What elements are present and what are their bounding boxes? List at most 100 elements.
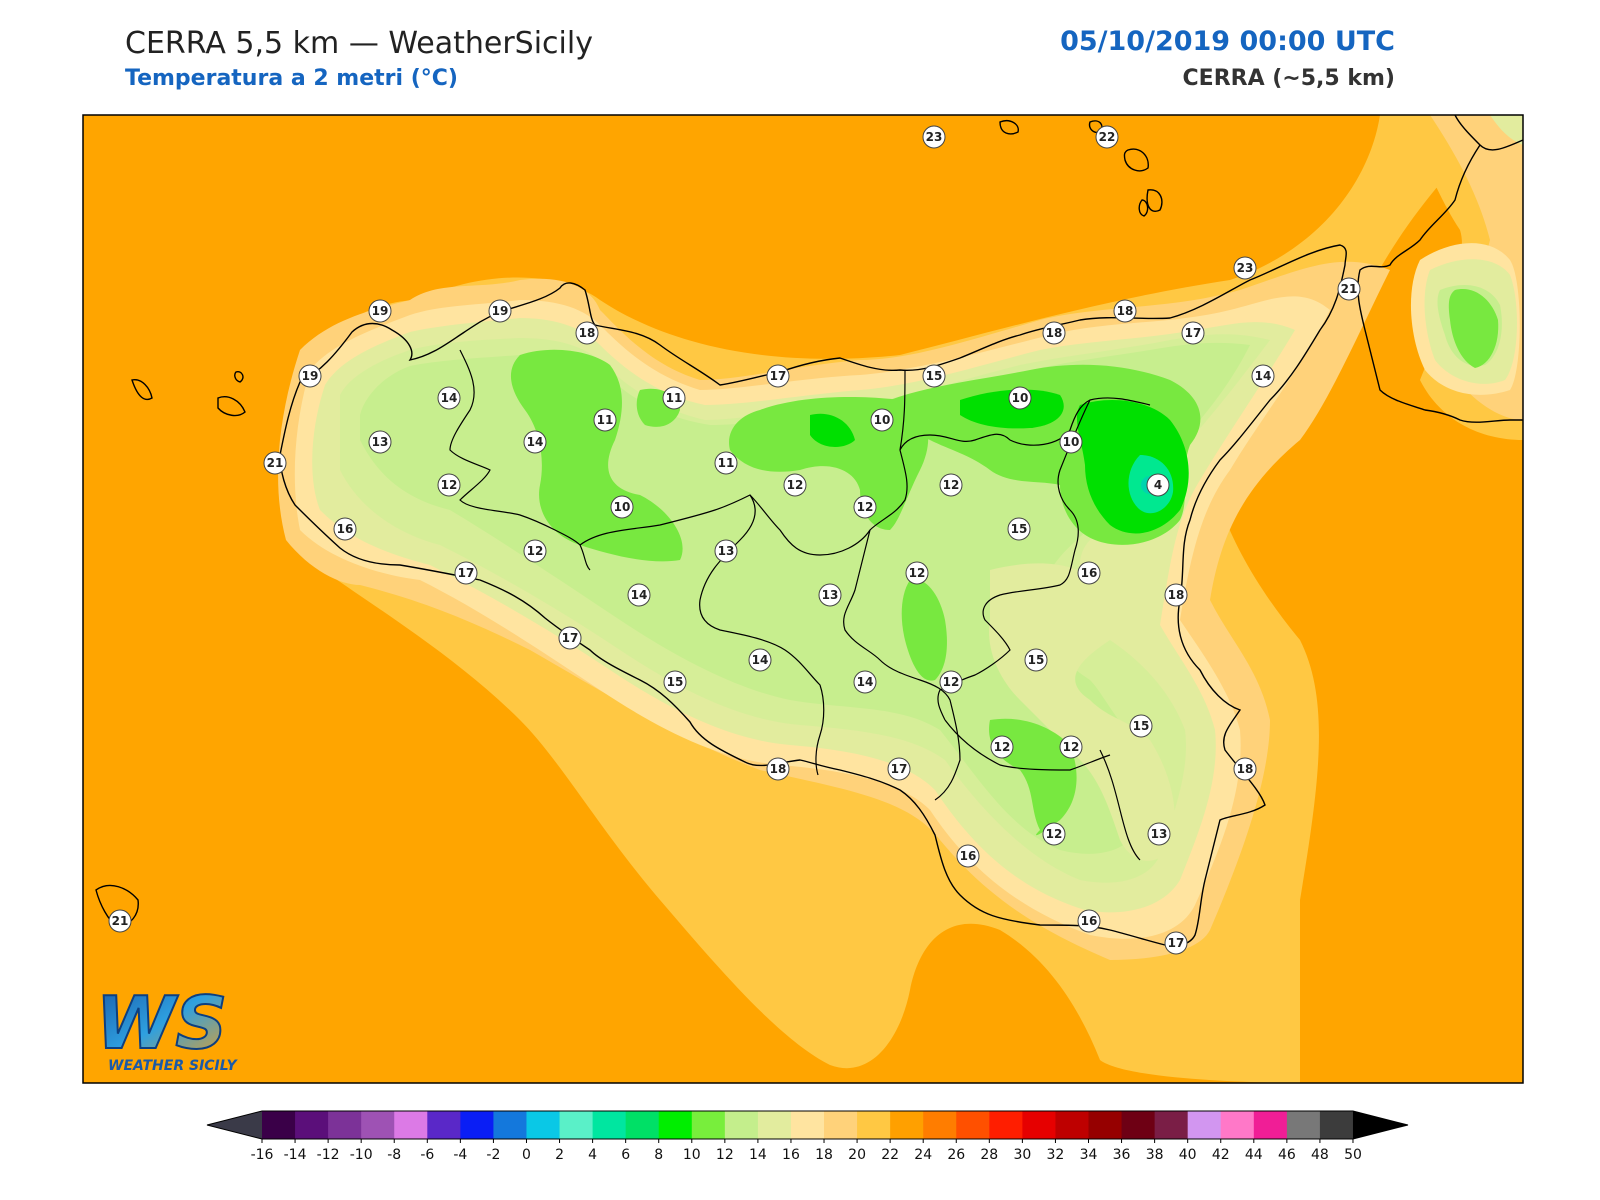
station-value: 19: [302, 369, 319, 383]
station-value: 16: [337, 522, 354, 536]
station-value: 14: [441, 391, 458, 405]
colorbar-swatch: [658, 1111, 693, 1139]
station-value: 15: [667, 675, 684, 689]
station-circle: [575, 321, 599, 345]
colorbar-label: 18: [815, 1147, 833, 1163]
colorbar-swatch: [493, 1111, 527, 1139]
station-marker: 18: [766, 757, 790, 781]
colorbar-label: 22: [881, 1147, 899, 1163]
colorbar-swatch: [460, 1111, 494, 1139]
colorbar-label: 50: [1344, 1147, 1362, 1163]
coastlines: [95, 115, 1523, 947]
station-circle: [1024, 648, 1048, 672]
colorbar-swatch: [1088, 1111, 1123, 1139]
station-value: 10: [1063, 435, 1080, 449]
station-circle: [1146, 473, 1170, 497]
colorbar-label: -12: [317, 1147, 340, 1163]
station-value: 12: [527, 544, 544, 558]
colorbar-swatch: [757, 1111, 792, 1139]
station-circle: [108, 909, 132, 933]
station-marker: 17: [558, 626, 582, 650]
station-marker: 16: [1077, 561, 1101, 585]
station-marker: 12: [853, 495, 877, 519]
station-marker: 17: [766, 364, 790, 388]
station-circle: [1008, 386, 1032, 410]
colorbar-label: 6: [621, 1147, 630, 1163]
station-marker: 17: [887, 757, 911, 781]
colorbar-swatch: [956, 1111, 990, 1139]
station-value: 14: [752, 653, 769, 667]
station-marker: 17: [1181, 321, 1205, 345]
station-circle: [1129, 714, 1153, 738]
station-value: 18: [1046, 326, 1063, 340]
station-marker: 4: [1146, 473, 1170, 497]
station-marker: 12: [939, 473, 963, 497]
colorbar-label: 0: [522, 1147, 531, 1163]
station-circle: [714, 539, 738, 563]
colorbar: -16 -14 -12 -10 -8 -6 -4 -2 0 2 4 6 8 10 12 14 16 18 20 22 2…: [206, 1110, 1409, 1163]
station-circle: [870, 408, 894, 432]
station-marker: 19: [368, 299, 392, 323]
station-value: 13: [822, 588, 839, 602]
station-value: 16: [960, 849, 977, 863]
boundary: [843, 529, 961, 801]
colorbar-label: 42: [1212, 1147, 1230, 1163]
station-circle: [939, 473, 963, 497]
colorbar-label: 46: [1278, 1147, 1296, 1163]
colorbar-label: -2: [486, 1147, 500, 1163]
station-circle: [523, 539, 547, 563]
station-marker: 18: [575, 321, 599, 345]
station-value: 10: [874, 413, 891, 427]
colorbar-label: 4: [588, 1147, 597, 1163]
station-circle: [783, 473, 807, 497]
station-circle: [368, 299, 392, 323]
station-marker: 13: [368, 430, 392, 454]
station-marker: 11: [714, 451, 738, 475]
colorbar-label: 34: [1080, 1147, 1098, 1163]
temp-patch-10: [510, 349, 683, 562]
station-marker: 15: [1007, 517, 1031, 541]
station-circle: [1095, 125, 1119, 149]
model-name: CERRA (~5,5 km): [1182, 66, 1395, 91]
station-value: 18: [1168, 588, 1185, 602]
colorbar-swatch: [1121, 1111, 1156, 1139]
station-marker: 12: [1059, 735, 1083, 759]
station-value: 17: [770, 369, 787, 383]
colorbar-swatch: [824, 1111, 858, 1139]
colorbar-swatch: [1022, 1111, 1056, 1139]
station-marker: 18: [1042, 321, 1066, 345]
station-circle: [887, 757, 911, 781]
colorbar-swatch: [262, 1111, 296, 1139]
station-circle: [1077, 909, 1101, 933]
colorbar-label: 48: [1311, 1147, 1329, 1163]
station-value: 21: [112, 914, 129, 928]
station-value: 16: [1081, 566, 1098, 580]
station-value: 23: [926, 130, 943, 144]
colorbar-label: 32: [1047, 1147, 1065, 1163]
colorbar-label: -6: [420, 1147, 434, 1163]
station-marker: 13: [818, 583, 842, 607]
station-value: 12: [857, 500, 874, 514]
colorbar-swatch: [625, 1111, 660, 1139]
station-circle: [766, 757, 790, 781]
station-circle: [990, 735, 1014, 759]
station-marker: 17: [454, 561, 478, 585]
station-value: 19: [492, 304, 509, 318]
station-value: 12: [943, 675, 960, 689]
station-marker: 10: [870, 408, 894, 432]
colorbar-label: 8: [654, 1147, 663, 1163]
island-egadi: [131, 370, 246, 417]
colorbar-swatch: [1286, 1111, 1321, 1139]
colorbar-swatch: [1319, 1111, 1354, 1139]
boundary: [449, 349, 591, 571]
station-circle: [818, 583, 842, 607]
station-value: 22: [1099, 130, 1116, 144]
station-circle: [1007, 517, 1031, 541]
station-circle: [298, 364, 322, 388]
station-circle: [1181, 321, 1205, 345]
station-marker: 13: [714, 539, 738, 563]
station-marker: 14: [627, 583, 651, 607]
station-circle: [766, 364, 790, 388]
station-marker: 23: [922, 125, 946, 149]
